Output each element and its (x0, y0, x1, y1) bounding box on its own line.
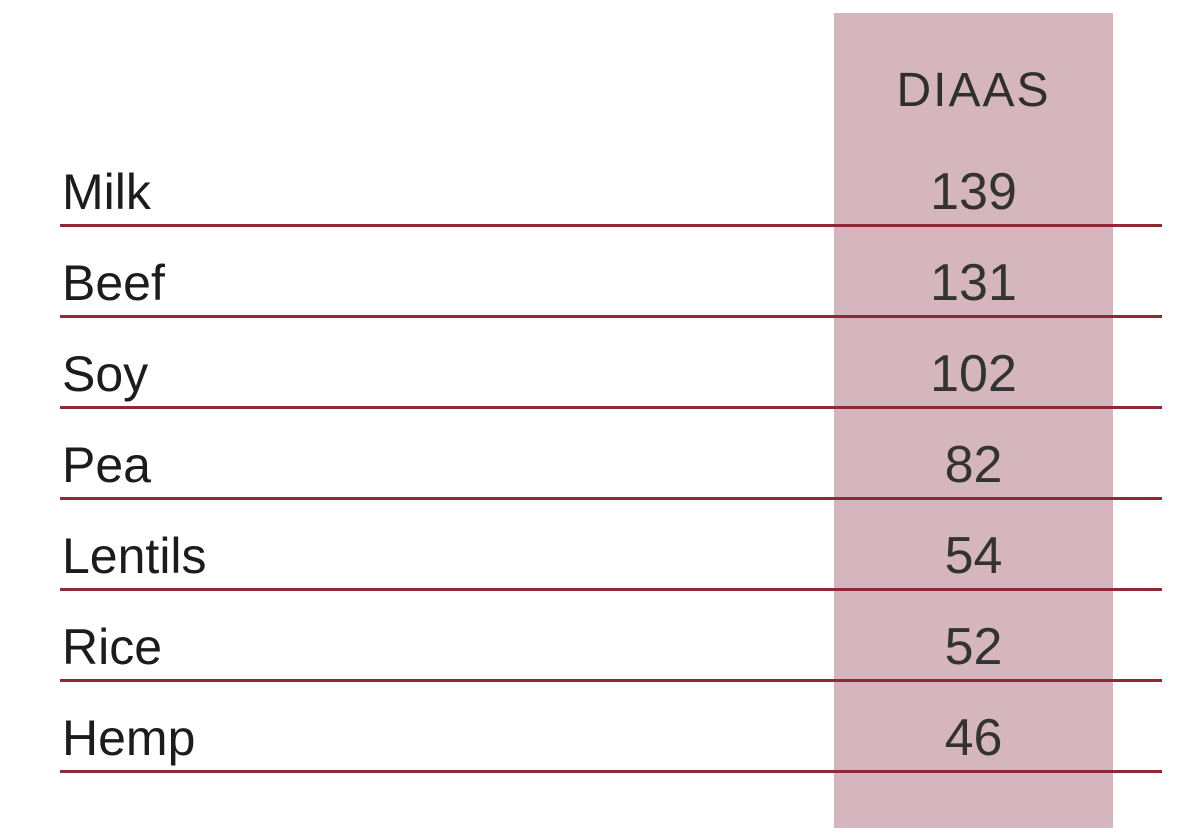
row-value: 131 (930, 254, 1017, 312)
table-row-soy: Soy 102 (60, 318, 1162, 409)
row-value: 52 (944, 618, 1003, 676)
row-label: Hemp (62, 710, 196, 766)
row-value: 54 (944, 527, 1003, 585)
diaas-column-highlight (834, 13, 1113, 828)
table-body: Milk 139 Beef 131 Soy 102 Pea 82 Lentils… (60, 136, 1162, 773)
row-label: Milk (62, 164, 151, 220)
table-row-pea: Pea 82 (60, 409, 1162, 500)
table-row-rice: Rice 52 (60, 591, 1162, 682)
row-value: 46 (944, 709, 1003, 767)
row-label: Soy (62, 346, 149, 402)
row-label: Beef (62, 255, 165, 311)
column-header-diaas: DIAAS (896, 64, 1051, 117)
row-label: Lentils (62, 528, 207, 584)
table-row-hemp: Hemp 46 (60, 682, 1162, 773)
row-value: 102 (930, 345, 1017, 403)
row-label: Pea (62, 437, 151, 493)
row-value: 82 (944, 436, 1003, 494)
row-value: 139 (930, 163, 1017, 221)
row-label: Rice (62, 619, 163, 675)
table-row-beef: Beef 131 (60, 227, 1162, 318)
table-row-lentils: Lentils 54 (60, 500, 1162, 591)
table-row-milk: Milk 139 (60, 136, 1162, 227)
